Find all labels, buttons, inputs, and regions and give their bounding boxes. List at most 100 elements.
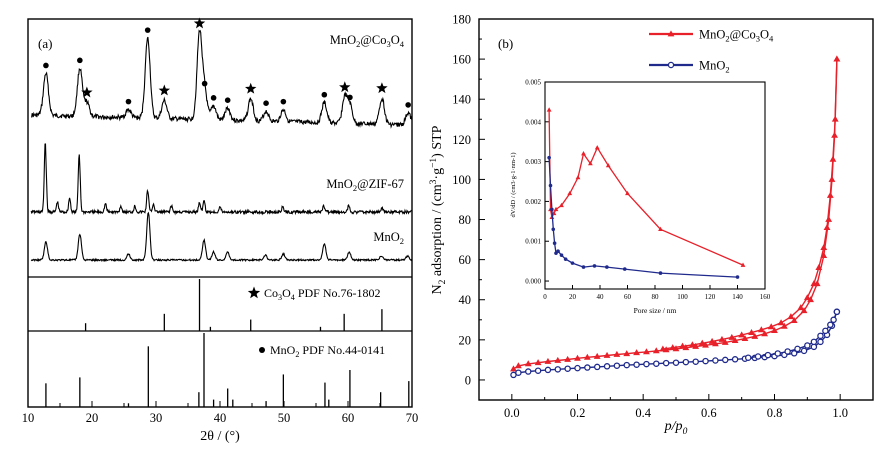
panel-a-xrd: (a) MnO2@Co3O4 MnO2@ZIF-67 MnO2 Co3O4 PDF … bbox=[22, 17, 419, 444]
y-tick-label-7: 140 bbox=[452, 93, 471, 107]
data-point-0-adsorption-23 bbox=[731, 337, 739, 344]
data-point-0-adsorption-12 bbox=[623, 350, 631, 357]
legend-star-marker bbox=[247, 286, 261, 299]
curve-label-0: MnO2@Co3O4 bbox=[330, 33, 405, 49]
data-point-1-desorption-6 bbox=[804, 342, 811, 349]
panel-a-x-axis: 10 20 30 40 50 60 70 bbox=[22, 401, 419, 425]
data-point-0-desorption-3 bbox=[826, 191, 834, 198]
data-point-1-adsorption-7 bbox=[574, 364, 581, 372]
inset-point-0-7 bbox=[575, 174, 581, 180]
panel-a-label: (a) bbox=[38, 36, 52, 51]
data-point-1-desorption-12 bbox=[744, 354, 752, 361]
star-marker-5 bbox=[158, 84, 171, 96]
xrd-curve-1 bbox=[30, 143, 412, 216]
data-point-0-adsorption-27 bbox=[771, 327, 778, 334]
circle-marker-15 bbox=[347, 94, 353, 101]
inset-x-tick-label-3: 60 bbox=[624, 293, 632, 301]
inset-point-0-5 bbox=[559, 202, 564, 208]
x-tick-label-6: 70 bbox=[406, 411, 419, 425]
data-point-1-adsorption-3 bbox=[534, 367, 542, 374]
curve-label-1: MnO2@ZIF-67 bbox=[326, 177, 404, 193]
data-point-0-adsorption-3 bbox=[534, 359, 542, 366]
x-tick-label-2: 0.4 bbox=[635, 406, 651, 420]
data-point-1-adsorption-19 bbox=[692, 358, 699, 365]
x-tick-label-1: 0.2 bbox=[570, 406, 586, 420]
data-point-0-adsorption-31 bbox=[807, 296, 815, 303]
data-point-0-adsorption-1 bbox=[515, 362, 522, 369]
data-point-1-desorption-7 bbox=[794, 345, 801, 353]
x-tick-label-5: 1.0 bbox=[832, 406, 848, 420]
panel-b-axes: 0 20 40 60 80 100 120 140 160 180 0.0 0.2 0.4 0.6 0.8 1… bbox=[452, 13, 848, 421]
data-point-1-desorption-10 bbox=[764, 351, 772, 359]
data-point-1-desorption-0 bbox=[833, 308, 841, 316]
data-point-0-desorption-14 bbox=[748, 329, 755, 336]
inset-y-tick-label-4: 0.004 bbox=[525, 118, 541, 126]
inset-point-0-9 bbox=[587, 161, 593, 166]
data-point-0-desorption-13 bbox=[757, 326, 765, 333]
circle-marker-3 bbox=[125, 98, 132, 105]
y-tick-label-0: 0 bbox=[465, 373, 471, 387]
legend-marker-0 bbox=[667, 30, 675, 37]
x-tick-label-0: 10 bbox=[22, 411, 35, 425]
reference-label-1: MnO2 PDF No.44-0141 bbox=[270, 343, 385, 359]
data-point-0-desorption-2 bbox=[829, 155, 837, 162]
data-point-0-desorption-18 bbox=[708, 337, 716, 344]
panel-b-y-axis-label: N2 adsorption / (cm3·g−1) STP bbox=[429, 125, 448, 294]
data-point-0-adsorption-28 bbox=[780, 322, 788, 329]
data-point-1-adsorption-16 bbox=[662, 359, 670, 367]
data-point-0-desorption-6 bbox=[815, 264, 823, 271]
data-point-0-desorption-15 bbox=[738, 331, 746, 338]
data-point-0-adsorption-25 bbox=[751, 332, 759, 339]
inset-x-tick-label-6: 120 bbox=[705, 293, 716, 301]
inset-point-1-11 bbox=[592, 264, 597, 268]
data-point-0-adsorption-6 bbox=[564, 355, 572, 362]
inset-y-tick-label-5: 0.005 bbox=[525, 79, 541, 87]
y-tick-label-6: 120 bbox=[452, 133, 471, 147]
data-point-1-adsorption-17 bbox=[672, 359, 680, 366]
inset-x-tick-label-7: 140 bbox=[732, 293, 743, 301]
y-tick-label-2: 40 bbox=[459, 293, 472, 307]
data-point-0-adsorption-14 bbox=[643, 348, 650, 355]
inset-point-1-9 bbox=[570, 261, 575, 265]
x-tick-label-5: 60 bbox=[342, 411, 355, 425]
star-marker-14 bbox=[339, 81, 351, 93]
data-point-0-desorption-12 bbox=[767, 323, 775, 330]
data-point-0-adsorption-4 bbox=[544, 357, 552, 364]
inset-point-0-0 bbox=[546, 107, 552, 112]
circle-marker-1 bbox=[77, 57, 83, 64]
data-point-1-adsorption-10 bbox=[603, 363, 611, 370]
data-point-1-adsorption-11 bbox=[613, 362, 621, 369]
inset-point-1-1 bbox=[548, 183, 553, 188]
data-point-0-desorption-17 bbox=[718, 335, 726, 342]
data-point-0-desorption-23 bbox=[659, 345, 667, 352]
x-tick-label-4: 0.8 bbox=[767, 406, 783, 420]
inset-x-tick-label-5: 100 bbox=[677, 293, 688, 301]
inset-point-1-12 bbox=[605, 265, 609, 269]
data-point-1-desorption-4 bbox=[817, 332, 824, 340]
data-point-0-desorption-11 bbox=[777, 319, 785, 326]
data-point-0-adsorption-8 bbox=[583, 353, 591, 360]
curve-label-2: MnO2 bbox=[373, 230, 404, 246]
panel-a-x-axis-label: 2θ / (°) bbox=[200, 429, 240, 444]
data-point-0-desorption-22 bbox=[669, 344, 677, 351]
inset-point-1-10 bbox=[581, 265, 586, 269]
inset-point-1-15 bbox=[735, 275, 740, 279]
data-point-0-adsorption-29 bbox=[790, 316, 798, 323]
data-point-0-adsorption-21 bbox=[712, 340, 719, 347]
inset-pore-size: 0.000 0.001 0.002 0.003 0.004 0.005 0 20 40 60 80 1… bbox=[510, 79, 771, 316]
star-marker-16 bbox=[376, 82, 388, 94]
data-point-1-desorption-1 bbox=[830, 316, 837, 324]
y-tick-label-1: 20 bbox=[459, 333, 472, 347]
inset-y-axis-label: dV/dD / (cm3·g-1·nm-1) bbox=[510, 153, 517, 218]
data-point-1-adsorption-12 bbox=[623, 361, 631, 369]
x-tick-label-0: 0.0 bbox=[504, 406, 520, 420]
data-point-0-adsorption-26 bbox=[761, 330, 769, 337]
data-point-0-desorption-0 bbox=[833, 55, 841, 62]
data-point-0-adsorption-0 bbox=[510, 365, 517, 372]
legend-label-0: MnO2@Co3O4 bbox=[699, 28, 774, 44]
legend-label-1: MnO2 bbox=[699, 59, 730, 75]
inset-point-0-13 bbox=[658, 226, 663, 231]
data-point-1-adsorption-22 bbox=[722, 356, 729, 364]
data-point-1-desorption-3 bbox=[822, 327, 829, 335]
data-point-0-adsorption-24 bbox=[741, 335, 749, 342]
